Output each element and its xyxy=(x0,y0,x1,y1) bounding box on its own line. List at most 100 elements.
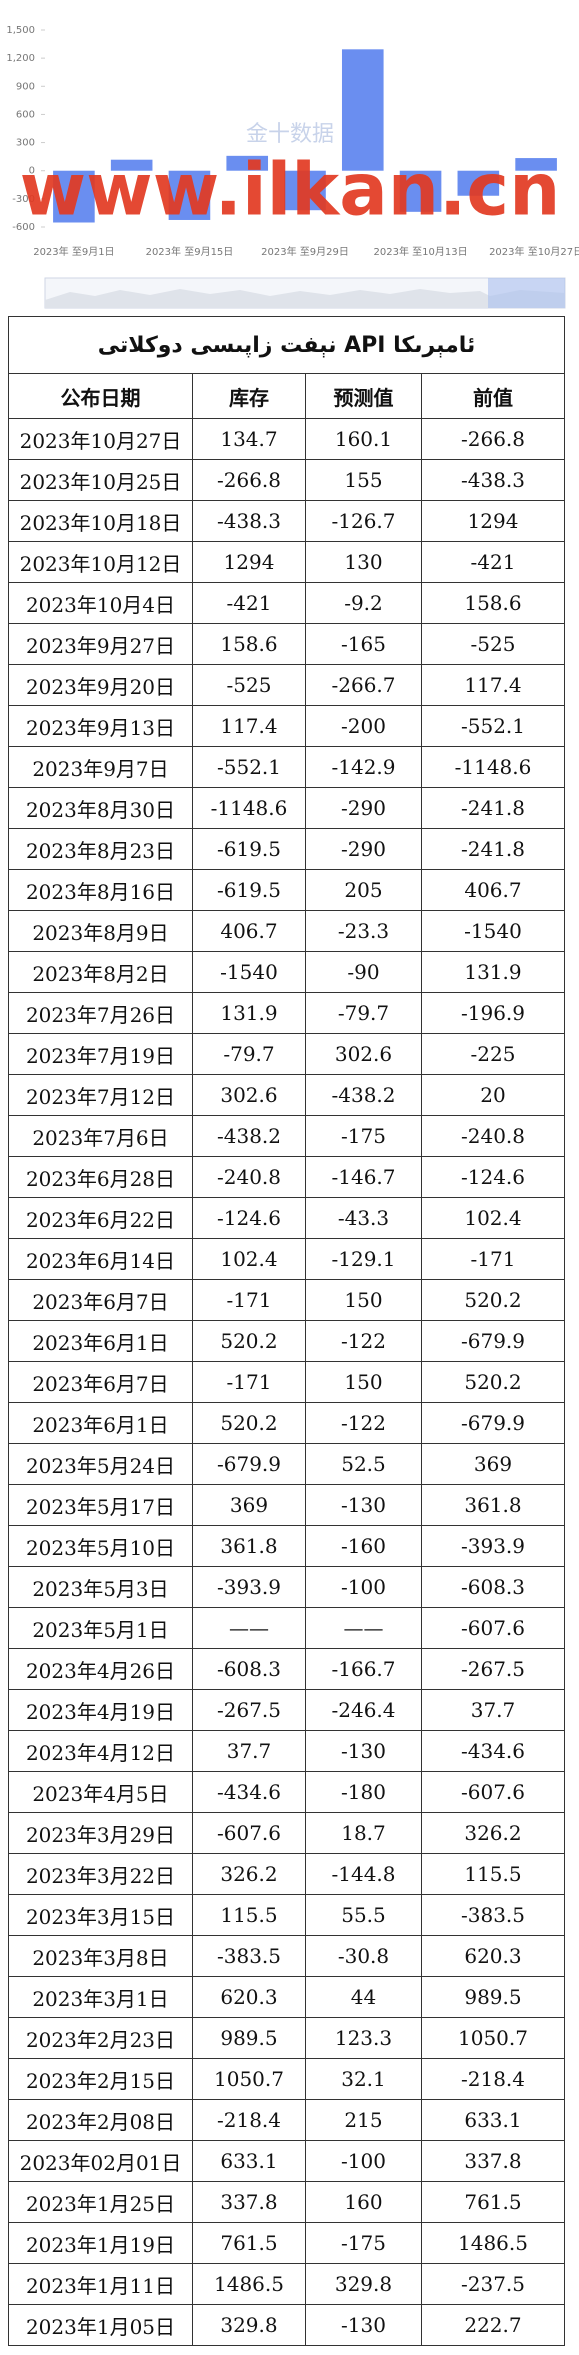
date-cell: 2023年2月08日 xyxy=(8,2099,193,2141)
bar xyxy=(226,155,269,171)
value-cell: -79.7 xyxy=(305,992,422,1034)
slider-window[interactable] xyxy=(488,278,565,308)
value-cell: 115.5 xyxy=(421,1853,565,1895)
value-cell: 20 xyxy=(421,1074,565,1116)
value-cell: 115.5 xyxy=(192,1894,306,1936)
value-cell: 102.4 xyxy=(192,1238,306,1280)
value-cell: -200 xyxy=(305,705,422,747)
value-cell: -1148.6 xyxy=(421,746,565,788)
value-cell: -241.8 xyxy=(421,787,565,829)
date-cell: 2023年4月12日 xyxy=(8,1730,193,1772)
date-cell: 2023年9月27日 xyxy=(8,623,193,665)
value-cell: -266.7 xyxy=(305,664,422,706)
value-cell: 302.6 xyxy=(192,1074,306,1116)
value-cell: -438.3 xyxy=(421,459,565,501)
date-cell: 2023年6月1日 xyxy=(8,1402,193,1444)
table-row: 2023年5月1日 —— —— -607.6 xyxy=(8,1607,565,1649)
value-cell: —— xyxy=(192,1607,306,1649)
y-tick-label: -300 xyxy=(12,194,35,205)
date-cell: 2023年8月2日 xyxy=(8,951,193,993)
value-cell: -525 xyxy=(421,623,565,665)
value-cell: -608.3 xyxy=(192,1648,306,1690)
date-cell: 2023年3月15日 xyxy=(8,1894,193,1936)
table-row: 2023年4月26日 -608.3 -166.7 -267.5 xyxy=(8,1648,565,1690)
value-cell: -434.6 xyxy=(421,1730,565,1772)
table-row: 2023年9月13日 117.4 -200 -552.1 xyxy=(8,705,565,747)
bar xyxy=(515,158,557,171)
table-row: 2023年7月26日 131.9 -79.7 -196.9 xyxy=(8,992,565,1034)
value-cell: -171 xyxy=(421,1238,565,1280)
value-cell: 620.3 xyxy=(421,1935,565,1977)
table-row: 2023年6月1日 520.2 -122 -679.9 xyxy=(8,1320,565,1362)
value-cell: -421 xyxy=(192,582,306,624)
value-cell: -130 xyxy=(305,1484,422,1526)
table-row: 2023年3月15日 115.5 55.5 -383.5 xyxy=(8,1894,565,1936)
table-row: 2023年9月20日 -525 -266.7 117.4 xyxy=(8,664,565,706)
value-cell: -100 xyxy=(305,2140,422,2182)
date-cell: 2023年7月26日 xyxy=(8,992,193,1034)
date-cell: 2023年2月23日 xyxy=(8,2017,193,2059)
table-row: 2023年1月19日 761.5 -175 1486.5 xyxy=(8,2222,565,2264)
y-tick-label: -600 xyxy=(12,222,35,233)
date-cell: 2023年5月17日 xyxy=(8,1484,193,1526)
value-cell: -552.1 xyxy=(421,705,565,747)
bar xyxy=(341,49,384,171)
date-cell: 2023年1月19日 xyxy=(8,2222,193,2264)
value-cell: 123.3 xyxy=(305,2017,422,2059)
date-cell: 2023年10月18日 xyxy=(8,500,193,542)
value-cell: 326.2 xyxy=(192,1853,306,1895)
date-cell: 2023年1月11日 xyxy=(8,2263,193,2305)
value-cell: 520.2 xyxy=(192,1402,306,1444)
bar xyxy=(457,170,500,196)
column-header: 公布日期 xyxy=(8,373,193,419)
value-cell: 37.7 xyxy=(421,1689,565,1731)
table-row: 2023年2月08日 -218.4 215 633.1 xyxy=(8,2099,565,2141)
value-cell: 134.7 xyxy=(192,418,306,460)
table-row: 2023年4月12日 37.7 -130 -434.6 xyxy=(8,1730,565,1772)
value-cell: -438.3 xyxy=(192,500,306,542)
value-cell: 329.8 xyxy=(305,2263,422,2305)
value-cell: -122 xyxy=(305,1402,422,1444)
value-cell: 620.3 xyxy=(192,1976,306,2018)
value-cell: 222.7 xyxy=(421,2304,565,2346)
table-row: 2023年8月2日 -1540 -90 131.9 xyxy=(8,951,565,993)
date-cell: 2023年9月20日 xyxy=(8,664,193,706)
value-cell: -1148.6 xyxy=(192,787,306,829)
value-cell: -607.6 xyxy=(421,1607,565,1649)
slider-preview xyxy=(45,289,565,308)
value-cell: 117.4 xyxy=(421,664,565,706)
value-cell: 337.8 xyxy=(421,2140,565,2182)
y-tick-label: 300 xyxy=(16,138,35,149)
date-cell: 2023年5月24日 xyxy=(8,1443,193,1485)
value-cell: 1050.7 xyxy=(421,2017,565,2059)
value-cell: -290 xyxy=(305,787,422,829)
value-cell: -267.5 xyxy=(192,1689,306,1731)
value-cell: 989.5 xyxy=(421,1976,565,2018)
value-cell: -144.8 xyxy=(305,1853,422,1895)
value-cell: -196.9 xyxy=(421,992,565,1034)
value-cell: -246.4 xyxy=(305,1689,422,1731)
date-cell: 2023年5月1日 xyxy=(8,1607,193,1649)
value-cell: 1050.7 xyxy=(192,2058,306,2100)
date-cell: 2023年3月8日 xyxy=(8,1935,193,1977)
table-row: 2023年02月01日 633.1 -100 337.8 xyxy=(8,2140,565,2182)
value-cell: 361.8 xyxy=(421,1484,565,1526)
value-cell: -552.1 xyxy=(192,746,306,788)
value-cell: -679.9 xyxy=(192,1443,306,1485)
value-cell: 326.2 xyxy=(421,1812,565,1854)
date-cell: 2023年7月19日 xyxy=(8,1033,193,1075)
value-cell: 102.4 xyxy=(421,1197,565,1239)
value-cell: -165 xyxy=(305,623,422,665)
value-cell: 150 xyxy=(305,1279,422,1321)
data-table: ئامېرىكا API نېفت زاپىسى دوكلاتى 公布日期 库存预… xyxy=(8,316,565,2346)
column-header: 库存 xyxy=(192,373,306,419)
bar xyxy=(168,170,211,220)
x-tick-label: 2023年 至10月13日 xyxy=(374,245,468,258)
table-row: 2023年5月24日 -679.9 52.5 369 xyxy=(8,1443,565,1485)
date-cell: 2023年6月14日 xyxy=(8,1238,193,1280)
date-cell: 2023年6月22日 xyxy=(8,1197,193,1239)
date-cell: 2023年4月5日 xyxy=(8,1771,193,1813)
table-row: 2023年3月22日 326.2 -144.8 115.5 xyxy=(8,1853,565,1895)
value-cell: -237.5 xyxy=(421,2263,565,2305)
value-cell: -679.9 xyxy=(421,1320,565,1362)
